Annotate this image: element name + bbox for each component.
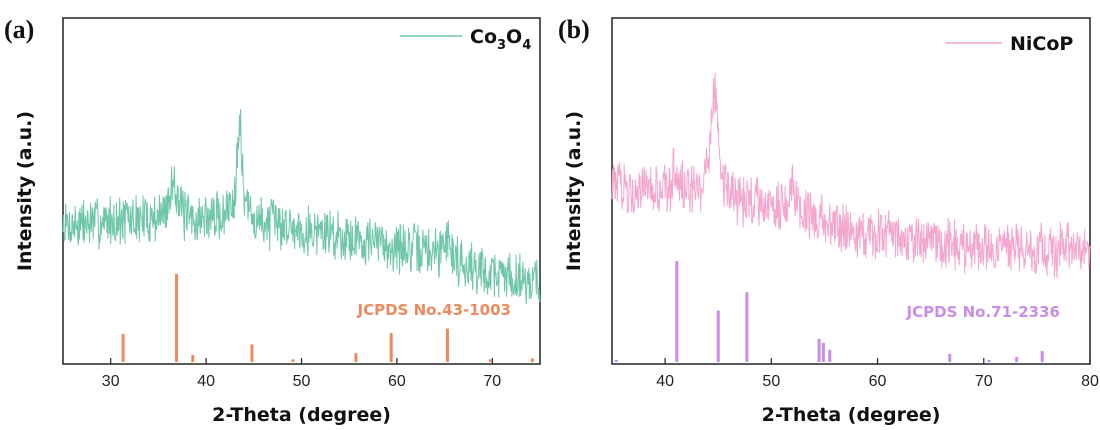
reference-label: JCPDS No.43-1003 [357,301,511,319]
x-tick-label: 70 [975,373,993,390]
panel-a: (a) 2-Theta (degree) Intensity (a.u.) 30… [4,15,541,426]
legend-label: Co3O4 [470,26,531,53]
reference-peak [614,359,618,362]
reference-peak [1040,350,1044,362]
x-ticks: 40 50 60 70 80 [656,358,1099,390]
reference-peak [488,359,492,362]
reference-peak [821,342,825,362]
x-tick-label: 70 [483,373,501,390]
pattern-line [611,72,1091,279]
reference-peak [389,332,393,362]
x-axis-title: 2-Theta (degree) [762,404,941,426]
legend-label: NiCoP [1010,33,1073,55]
reference-peaks [614,261,1044,362]
x-tick-label: 40 [656,373,674,390]
x-tick-label: 50 [762,373,780,390]
reference-label: JCPDS No.71-2336 [906,303,1060,321]
x-axis-title: 2-Theta (degree) [212,404,391,426]
panel-label: (a) [4,15,34,44]
reference-peak [250,344,254,362]
reference-peak [948,353,952,362]
reference-peak [817,338,821,362]
reference-peak [987,359,991,362]
panel-b: (b) 2-Theta (degree) Intensity (a.u.) 40… [558,15,1099,426]
reference-peak [828,349,832,362]
reference-peak [354,353,358,362]
reference-peak [745,292,749,362]
x-tick-label: 30 [102,373,120,390]
x-tick-label: 60 [388,373,406,390]
reference-peak [1015,356,1019,362]
reference-peak [716,310,720,362]
panel-label: (b) [558,15,590,44]
y-axis-title: Intensity (a.u.) [14,111,36,271]
reference-peak [291,359,295,362]
x-tick-label: 40 [197,373,215,390]
x-ticks: 30 40 50 60 70 [102,358,501,390]
x-tick-label: 50 [293,373,311,390]
x-tick-label: 80 [1081,373,1099,390]
legend: Co3O4 [400,26,531,53]
reference-peak [191,354,195,362]
y-axis-title: Intensity (a.u.) [563,111,585,271]
reference-peak [445,328,449,362]
reference-peak [121,333,125,362]
reference-peaks [121,274,534,362]
reference-peak [530,358,534,362]
reference-peak [175,274,179,362]
x-tick-label: 60 [869,373,887,390]
legend: NiCoP [945,33,1073,55]
pattern-line [62,108,541,305]
reference-peak [675,261,679,362]
